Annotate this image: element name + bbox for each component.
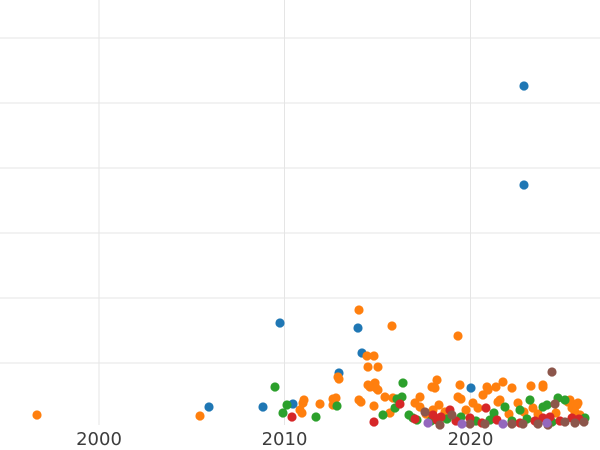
data-point (311, 412, 321, 422)
data-point (387, 321, 397, 331)
x-tick-label-2020: 2020 (447, 429, 494, 450)
data-point (461, 405, 471, 415)
data-point (436, 412, 446, 422)
data-point (430, 383, 440, 393)
data-point (513, 398, 523, 408)
x-tick-label-2010: 2010 (261, 429, 308, 450)
data-point (500, 402, 510, 412)
series-green (270, 378, 590, 427)
data-point (457, 419, 467, 429)
data-point (542, 418, 552, 428)
series-purple (423, 418, 552, 429)
data-point (525, 395, 535, 405)
data-point (354, 305, 364, 315)
data-point (560, 417, 570, 427)
data-point (432, 375, 442, 385)
data-point (550, 399, 560, 409)
data-point (380, 392, 390, 402)
data-point (331, 393, 341, 403)
data-point (334, 374, 344, 384)
data-point (519, 180, 529, 190)
data-point (195, 411, 205, 421)
data-point (369, 417, 379, 427)
data-point (434, 400, 444, 410)
data-point (369, 351, 379, 361)
data-point (420, 407, 430, 417)
data-point (353, 323, 363, 333)
data-point (299, 395, 309, 405)
data-point (533, 419, 543, 429)
data-point (480, 419, 490, 429)
data-point (415, 392, 425, 402)
data-point (491, 382, 501, 392)
data-point (526, 381, 536, 391)
data-point (315, 399, 325, 409)
data-point (278, 408, 288, 418)
data-point (473, 403, 483, 413)
series-blue (204, 81, 529, 412)
data-point (504, 409, 514, 419)
data-point (570, 418, 580, 428)
data-point (373, 362, 383, 372)
data-point (507, 383, 517, 393)
data-point (465, 419, 475, 429)
data-point (369, 401, 379, 411)
data-point (397, 392, 407, 402)
data-point (447, 410, 457, 420)
data-point (538, 382, 548, 392)
data-point (275, 318, 285, 328)
data-point (455, 380, 465, 390)
data-point (579, 417, 589, 427)
data-point (481, 403, 491, 413)
data-point (270, 382, 280, 392)
data-point (297, 408, 307, 418)
data-point (489, 408, 499, 418)
data-point (204, 402, 214, 412)
data-point (519, 81, 529, 91)
data-point (435, 420, 445, 430)
data-point (395, 399, 405, 409)
data-point (453, 331, 463, 341)
data-point (560, 395, 570, 405)
data-point (398, 378, 408, 388)
x-tick-label-2000: 2000 (76, 429, 122, 450)
data-point (466, 383, 476, 393)
data-point (410, 414, 420, 424)
data-point (362, 351, 372, 361)
data-point (356, 397, 366, 407)
data-point (423, 418, 433, 428)
data-point (287, 412, 297, 422)
data-point (542, 400, 552, 410)
data-point (498, 419, 508, 429)
data-point (515, 405, 525, 415)
data-point (371, 383, 381, 393)
series-brown (420, 367, 589, 430)
data-point (498, 377, 508, 387)
data-point (518, 419, 528, 429)
data-point (363, 362, 373, 372)
data-point (258, 402, 268, 412)
data-point (547, 367, 557, 377)
data-point (378, 410, 388, 420)
data-point (573, 398, 583, 408)
data-point (456, 394, 466, 404)
data-point (32, 410, 42, 420)
data-point (332, 401, 342, 411)
data-point (507, 419, 517, 429)
data-point (495, 395, 505, 405)
data-point (483, 385, 493, 395)
data-point (282, 400, 292, 410)
